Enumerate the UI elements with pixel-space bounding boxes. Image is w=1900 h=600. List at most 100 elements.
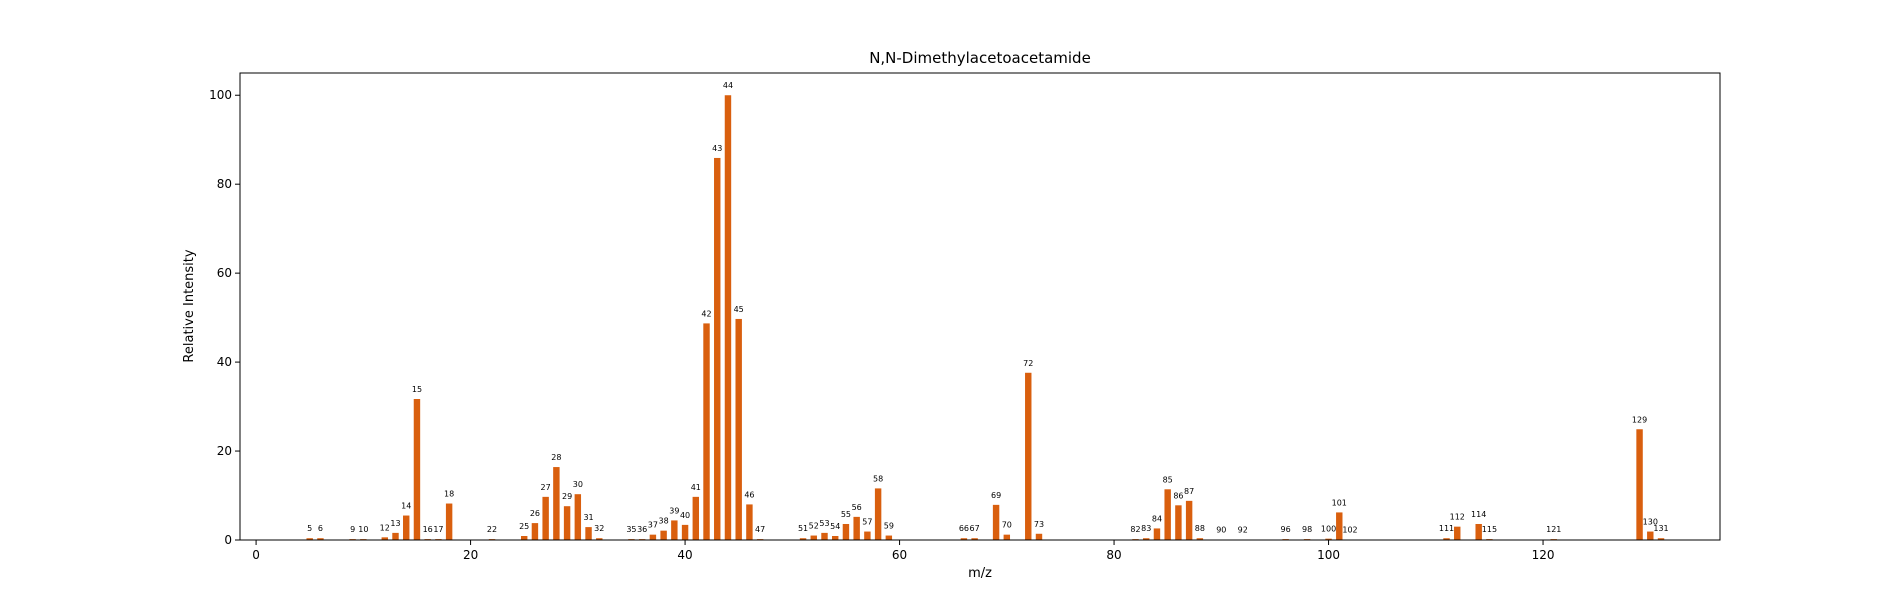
x-axis: 0 20 40 60 80 100 120 [252, 540, 1554, 562]
bar-mz-42 [703, 323, 710, 540]
bar-mz-13 [392, 532, 399, 540]
data-label-mz-111: 111 [1439, 524, 1454, 533]
data-label-mz-42: 42 [701, 309, 711, 318]
bar-mz-69 [992, 504, 1000, 540]
bar-mz-15 [413, 399, 421, 540]
data-label-mz-27: 27 [541, 483, 551, 492]
data-label-mz-17: 17 [433, 525, 443, 534]
data-label-mz-92: 92 [1238, 526, 1248, 535]
data-label-mz-10: 10 [358, 525, 368, 534]
data-label-mz-131: 131 [1653, 524, 1668, 533]
data-label-mz-40: 40 [680, 511, 690, 520]
bar-mz-112 [1454, 526, 1461, 540]
data-label-mz-43: 43 [712, 144, 722, 153]
bar-mz-46 [746, 504, 753, 540]
bar-mz-56 [853, 516, 860, 540]
data-label-mz-115: 115 [1482, 525, 1497, 534]
data-label-mz-101: 101 [1332, 498, 1347, 507]
data-label-mz-129: 129 [1632, 415, 1647, 424]
bar-mz-53 [821, 532, 828, 540]
plot-frame [239, 72, 1721, 541]
bar-mz-26 [531, 523, 539, 540]
data-label-mz-73: 73 [1034, 520, 1044, 529]
data-label-mz-28: 28 [551, 453, 561, 462]
data-label-mz-100: 100 [1321, 525, 1336, 534]
data-label-mz-52: 52 [809, 522, 819, 531]
bar-mz-72 [1025, 372, 1032, 540]
bar-mz-5 [306, 538, 313, 540]
data-label-mz-90: 90 [1216, 526, 1226, 535]
bar-mz-67 [971, 538, 978, 540]
data-label-mz-9: 9 [350, 525, 355, 534]
data-label-mz-29: 29 [562, 492, 572, 501]
x-tick-label-100: 100 [1317, 548, 1340, 562]
y-tick-label-100: 100 [209, 88, 232, 102]
bar-mz-25 [520, 536, 528, 540]
data-label-mz-59: 59 [884, 522, 894, 531]
data-label-mz-47: 47 [755, 525, 765, 534]
bar-mz-130 [1647, 531, 1654, 540]
bar-mz-40 [681, 524, 689, 540]
bar-mz-57 [864, 531, 871, 540]
data-label-mz-88: 88 [1195, 524, 1205, 533]
bar-mz-14 [403, 515, 410, 540]
x-axis-label: m/z [968, 566, 992, 581]
bar-mz-70 [1003, 534, 1011, 540]
bar-mz-73 [1035, 533, 1043, 540]
x-tick-label-20: 20 [463, 548, 478, 562]
data-label-mz-22: 22 [487, 525, 497, 534]
data-label-mz-5: 5 [307, 524, 312, 533]
data-label-mz-58: 58 [873, 474, 883, 483]
data-label-mz-13: 13 [390, 519, 400, 528]
data-label-mz-98: 98 [1302, 525, 1312, 534]
data-label-mz-84: 84 [1152, 514, 1162, 523]
data-label-mz-14: 14 [401, 502, 411, 511]
data-label-mz-18: 18 [444, 490, 454, 499]
bar-mz-101 [1336, 512, 1343, 540]
data-label-mz-12: 12 [380, 523, 390, 532]
data-label-mz-55: 55 [841, 510, 851, 519]
y-axis-label: Relative Intensity [182, 249, 197, 362]
data-label-mz-112: 112 [1450, 513, 1465, 522]
bar-mz-85 [1164, 489, 1171, 540]
data-label-mz-114: 114 [1471, 510, 1486, 519]
bars-layer [306, 95, 1665, 541]
bar-mz-52 [810, 535, 817, 540]
bar-mz-18 [445, 503, 453, 540]
bar-mz-129 [1636, 429, 1643, 540]
data-label-mz-36: 36 [637, 525, 647, 534]
data-label-mz-66: 66 [959, 524, 969, 533]
x-tick-label-60: 60 [892, 548, 907, 562]
data-label-mz-35: 35 [626, 525, 636, 534]
data-label-mz-51: 51 [798, 524, 808, 533]
data-label-mz-82: 82 [1130, 525, 1140, 534]
bar-mz-31 [585, 527, 592, 540]
bar-mz-12 [381, 537, 388, 540]
data-label-mz-102: 102 [1342, 526, 1357, 535]
data-label-mz-67: 67 [970, 524, 980, 533]
data-label-mz-6: 6 [318, 524, 323, 533]
bar-mz-84 [1153, 528, 1161, 540]
data-label-mz-15: 15 [412, 385, 422, 394]
x-tick-label-40: 40 [677, 548, 692, 562]
bar-mz-55 [842, 523, 850, 540]
data-label-mz-86: 86 [1173, 491, 1183, 500]
chart-title: N,N-Dimethylacetoacetamide [869, 49, 1091, 67]
bar-mz-37 [649, 534, 657, 540]
data-label-mz-38: 38 [659, 517, 669, 526]
data-label-mz-85: 85 [1163, 475, 1173, 484]
bar-mz-32 [596, 538, 603, 540]
x-tick-label-0: 0 [252, 548, 260, 562]
data-label-mz-53: 53 [819, 519, 829, 528]
y-tick-label-0: 0 [224, 533, 232, 547]
bar-mz-29 [563, 506, 571, 540]
data-label-mz-31: 31 [583, 513, 593, 522]
x-tick-label-80: 80 [1106, 548, 1121, 562]
bar-mz-88 [1196, 538, 1204, 540]
data-label-mz-26: 26 [530, 509, 540, 518]
bar-mz-87 [1185, 500, 1193, 540]
bar-mz-83 [1143, 538, 1150, 540]
data-label-mz-45: 45 [734, 305, 744, 314]
